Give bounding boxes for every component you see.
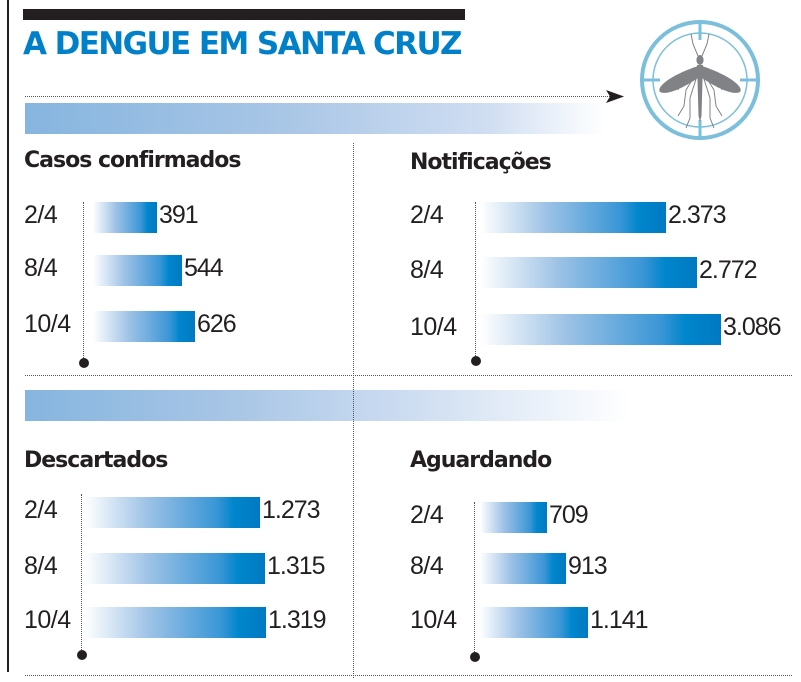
panel-title: Notificações (410, 150, 552, 175)
category-label: 8/4 (24, 254, 58, 282)
bar (85, 497, 260, 528)
value-label: 391 (159, 201, 199, 229)
panel-title: Descartados (24, 448, 168, 473)
category-label: 10/4 (24, 310, 71, 338)
axis-end-dot (470, 652, 480, 662)
bar (93, 202, 157, 233)
bar (85, 553, 265, 584)
middle-separator (25, 375, 792, 376)
bottom-separator (25, 675, 792, 676)
category-label: 2/4 (24, 201, 58, 229)
value-label: 3.086 (723, 313, 782, 341)
category-label: 10/4 (410, 606, 457, 634)
vertical-separator (353, 143, 354, 678)
category-label: 8/4 (410, 256, 444, 284)
bar (481, 257, 697, 288)
gradient-band-top (25, 103, 605, 134)
panel-title: Casos confirmados (24, 148, 241, 173)
left-rule (7, 0, 9, 672)
mosquito-target-icon (640, 20, 760, 140)
panel-title: Aguardando (410, 448, 552, 473)
value-label: 2.772 (699, 256, 758, 284)
bar (481, 314, 721, 345)
axis-end-dot (77, 650, 87, 660)
axis-line (81, 494, 82, 652)
arrow-head-icon (606, 90, 624, 103)
category-label: 10/4 (24, 606, 71, 634)
axis-line (474, 502, 475, 652)
category-label: 10/4 (410, 313, 457, 341)
bar (93, 311, 195, 342)
value-label: 1.319 (268, 606, 327, 634)
gradient-band-middle (25, 390, 630, 421)
value-label: 709 (549, 501, 589, 529)
value-label: 1.273 (262, 496, 321, 524)
top-bar (23, 9, 465, 20)
arrow-dotted-line (25, 96, 610, 97)
category-label: 8/4 (410, 552, 444, 580)
bar (85, 607, 266, 638)
category-label: 2/4 (410, 501, 444, 529)
bar (481, 202, 666, 233)
bar (480, 607, 588, 638)
axis-line (83, 202, 84, 360)
value-label: 626 (197, 310, 237, 338)
axis-line (475, 202, 476, 360)
value-label: 544 (184, 254, 224, 282)
category-label: 8/4 (24, 552, 58, 580)
mosquito-icon (659, 33, 741, 129)
category-label: 2/4 (24, 496, 58, 524)
category-label: 2/4 (410, 201, 444, 229)
value-label: 1.315 (267, 552, 326, 580)
value-label: 2.373 (668, 201, 727, 229)
target-ring-icon (640, 20, 760, 140)
value-label: 1.141 (590, 606, 649, 634)
value-label: 913 (568, 552, 608, 580)
bar (93, 255, 182, 286)
axis-end-dot (471, 356, 481, 366)
bar (480, 553, 566, 584)
bar (480, 502, 547, 533)
page-title: A DENGUE EM SANTA CRUZ (23, 26, 463, 62)
axis-end-dot (79, 358, 89, 368)
